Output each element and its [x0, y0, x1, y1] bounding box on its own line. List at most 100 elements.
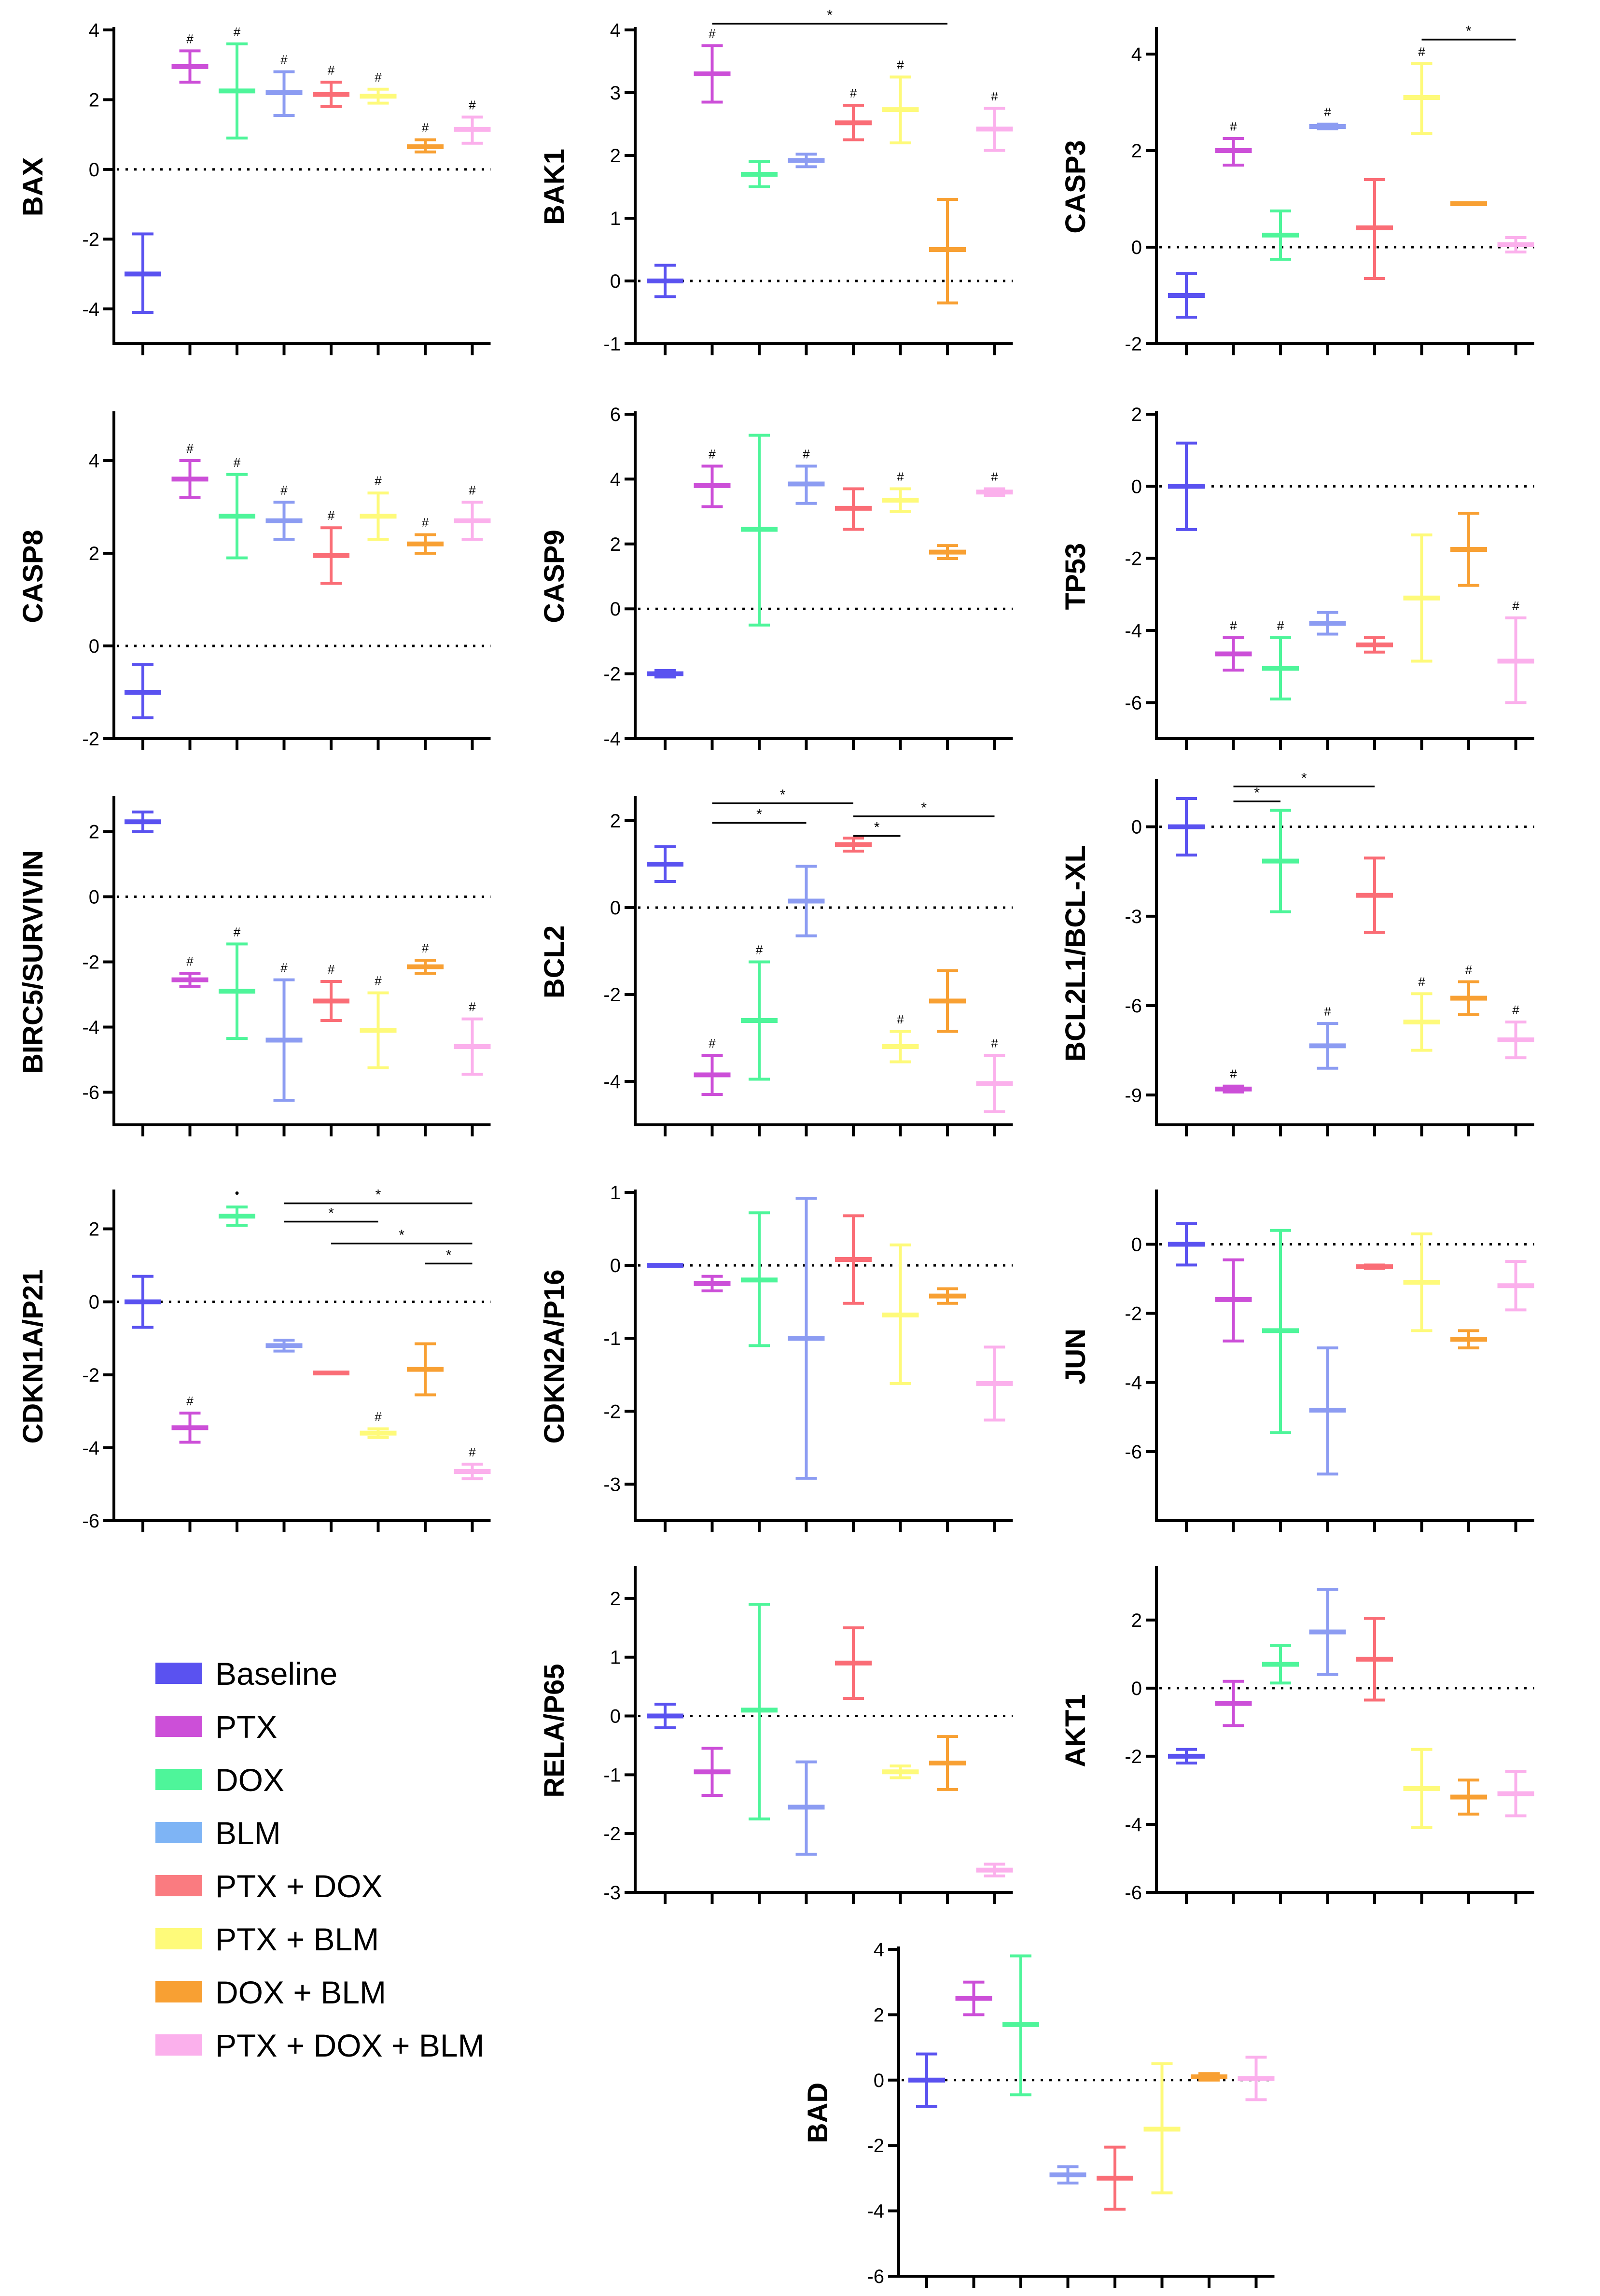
legend-swatch — [155, 1822, 202, 1843]
significance-bracket: * — [1233, 770, 1375, 788]
legend-item-ptx: PTX — [155, 1709, 277, 1745]
errorbar-ptx-dox — [835, 1626, 872, 1700]
y-axis-label: BCL2 — [539, 925, 570, 998]
legend: Baseline PTX DOX BLM PTX + DOX PTX + BLM DOX +… — [155, 1656, 485, 2063]
y-tick-label: -4 — [867, 2201, 884, 2222]
significance-bracket: * — [712, 787, 853, 804]
y-tick-label: 2 — [610, 534, 621, 555]
y-tick-label: -4 — [1125, 620, 1142, 642]
errorbar-ptx: # — [171, 441, 209, 499]
y-tick-label: 0 — [89, 636, 99, 657]
errorbar-dox: # — [219, 455, 255, 560]
y-tick-label: 2 — [610, 145, 621, 167]
errorbar-dox-blm — [407, 1342, 444, 1397]
significance-marker: # — [234, 924, 241, 939]
errorbar-ptx-dox: # — [313, 962, 349, 1022]
chart-bcl2: 2 0 -2 -4 BCL2 # # # # * * * * — [539, 787, 1013, 1136]
significance-marker: # — [422, 516, 429, 530]
significance-marker: # — [422, 121, 429, 135]
errorbar-baseline — [908, 2052, 945, 2108]
errorbar-ptx-dox — [1356, 856, 1393, 934]
y-tick-label: -6 — [867, 2266, 884, 2287]
y-tick-label: 4 — [89, 450, 99, 472]
significance-marker: # — [234, 25, 241, 39]
y-tick-label: -2 — [603, 1401, 621, 1422]
chart-bad: 4 2 0 -2 -4 -6 BAD — [802, 1939, 1275, 2288]
legend-swatch — [155, 1716, 202, 1737]
errorbar-baseline — [647, 1703, 683, 1729]
y-tick-label: -4 — [603, 728, 621, 750]
errorbar-ptx-blm: # — [1403, 974, 1440, 1052]
bracket-label: * — [399, 1227, 404, 1243]
bracket-label: * — [827, 7, 833, 23]
errorbar-dox-blm — [1450, 1329, 1487, 1350]
significance-marker: # — [1465, 963, 1473, 977]
y-tick-label: -1 — [603, 334, 621, 355]
significance-marker: # — [756, 943, 763, 957]
y-tick-label: -1 — [603, 1328, 621, 1349]
y-axis-label: RELA/P65 — [539, 1664, 570, 1797]
bracket-label: * — [780, 787, 786, 803]
errorbar-ptx-blm — [1143, 2062, 1181, 2195]
errorbar-ptx-blm — [882, 1764, 919, 1779]
y-tick-label: 2 — [1131, 404, 1142, 425]
y-tick-label: -2 — [1125, 1746, 1142, 1767]
significance-marker: # — [1512, 599, 1519, 613]
significance-bracket: * — [853, 800, 995, 817]
charts-layer: 4 2 0 -2 -4 BAX # # # # # # #4 3 2 1 0 -1 BAK1 # # # # * 4 2 0 -2 CA… — [17, 7, 1534, 2288]
significance-marker: # — [1418, 44, 1425, 59]
errorbar-ptx: # — [1215, 1067, 1252, 1094]
errorbar-ptx-dox — [835, 487, 872, 531]
errorbar-ptx: # — [1215, 618, 1252, 672]
significance-bracket: * — [1421, 23, 1516, 41]
y-tick-label: 4 — [1131, 44, 1142, 65]
chart-bax: 4 2 0 -2 -4 BAX # # # # # # # — [17, 20, 491, 355]
y-tick-label: -2 — [82, 1365, 99, 1386]
errorbar-ptx-blm: # — [1403, 44, 1440, 135]
errorbar-ptx-dox: # — [835, 86, 872, 141]
significance-marker: # — [803, 447, 810, 462]
errorbar-ptx — [694, 1747, 731, 1797]
significance-marker: # — [375, 474, 382, 488]
errorbar-dox-blm — [1450, 512, 1487, 587]
y-tick-label: -4 — [82, 1017, 99, 1038]
errorbar-ptx — [694, 1274, 731, 1292]
errorbar-ptx-dox — [1356, 1617, 1393, 1702]
y-tick-label: -2 — [82, 728, 99, 750]
chart-cdkn2a-p16: 1 0 -1 -2 -3 CDKN2A/P16 — [539, 1182, 1013, 1532]
errorbar-blm — [788, 865, 825, 938]
errorbar-dox — [1262, 1644, 1299, 1685]
bracket-label: * — [874, 820, 880, 836]
y-tick-label: -6 — [82, 1082, 99, 1104]
errorbar-ptx-dox — [1097, 2145, 1133, 2211]
y-tick-label: -4 — [1125, 1814, 1142, 1835]
y-tick-label: 1 — [610, 1182, 621, 1204]
significance-marker: # — [375, 974, 382, 988]
y-axis-label: CASP8 — [17, 530, 49, 623]
errorbar-dox — [741, 434, 778, 627]
y-tick-label: 1 — [610, 208, 621, 229]
y-axis-label: CASP9 — [539, 530, 570, 623]
y-tick-label: -2 — [1125, 548, 1142, 570]
errorbar-ptx: # — [171, 954, 209, 988]
y-tick-label: 2 — [89, 822, 99, 843]
legend-swatch — [155, 1928, 202, 1949]
errorbar-dox — [1002, 1954, 1039, 2097]
significance-bracket: * — [853, 820, 901, 837]
significance-marker: • — [235, 1186, 239, 1200]
y-tick-label: 0 — [1131, 476, 1142, 497]
y-tick-label: -2 — [867, 2135, 884, 2156]
errorbar-ptx-dox-blm — [1497, 1260, 1534, 1312]
y-tick-label: 0 — [874, 2070, 884, 2091]
errorbar-ptx-dox-blm: # — [454, 483, 491, 541]
significance-marker: # — [991, 1036, 998, 1050]
y-tick-label: 0 — [610, 1706, 621, 1727]
y-tick-label: -2 — [1125, 1303, 1142, 1325]
y-tick-label: -3 — [603, 1474, 621, 1495]
errorbar-baseline — [125, 1274, 161, 1329]
significance-marker: # — [1324, 105, 1331, 119]
significance-bracket: * — [284, 1187, 473, 1204]
errorbar-blm: # — [1309, 105, 1346, 130]
errorbar-ptx: # — [171, 1394, 209, 1444]
legend-label: PTX + DOX + BLM — [215, 2028, 485, 2063]
